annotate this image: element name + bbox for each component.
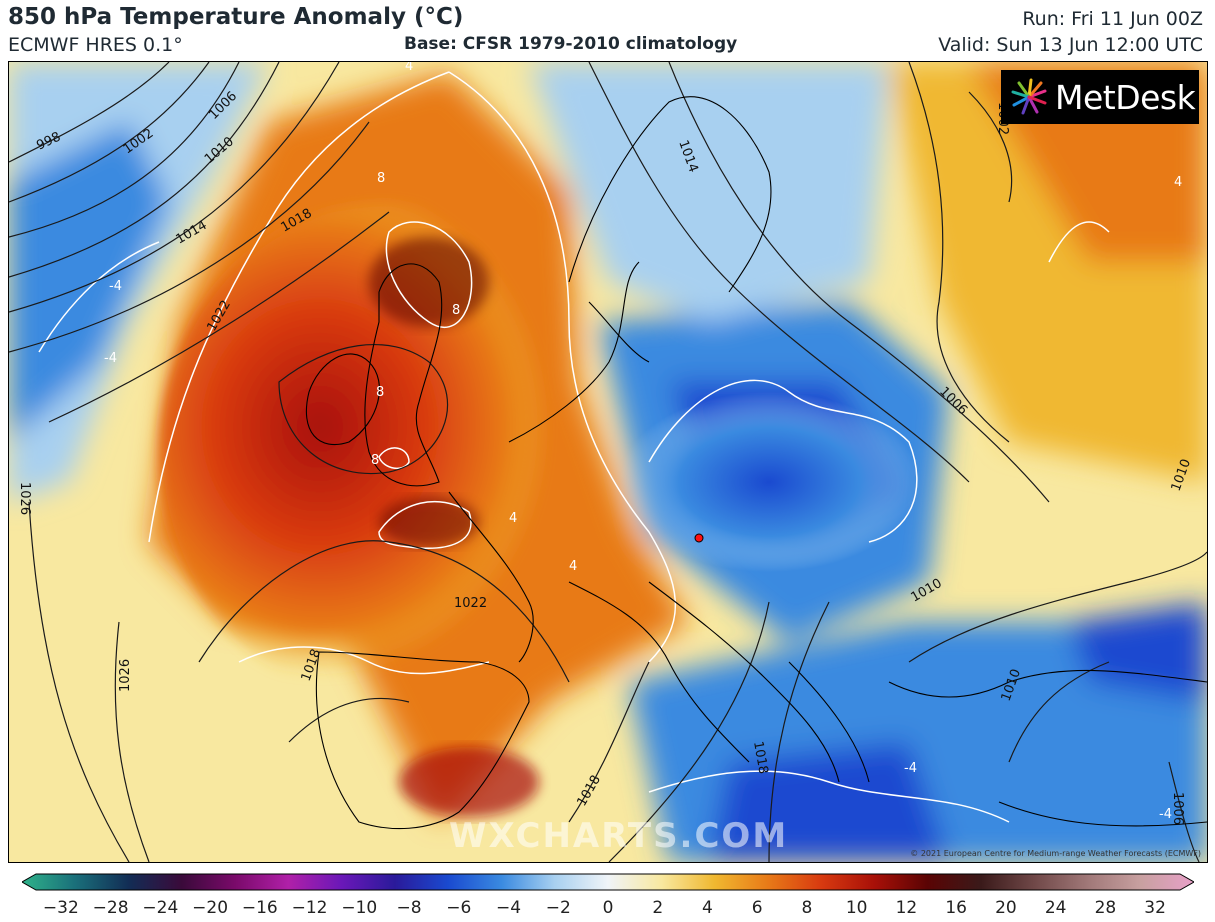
colorbar-tick-label: 20 — [995, 898, 1017, 918]
anomaly-label: -4 — [109, 279, 122, 294]
colorbar-tick-label: −6 — [446, 898, 472, 918]
colorbar-tick-label: −4 — [495, 898, 522, 918]
iberia-warm — [399, 747, 539, 817]
colorbar-tick-label: 32 — [1144, 898, 1166, 918]
isobar-label: 1026 — [118, 659, 133, 692]
colorbar-tick-label: 24 — [1044, 898, 1067, 918]
copyright-notice: © 2021 European Centre for Medium-range … — [910, 849, 1201, 858]
colorbar-tick-label: −10 — [341, 898, 378, 918]
anomaly-map: 998 1002 1006 1010 1014 1002 1006 1010 1… — [8, 61, 1208, 863]
colorbar-tick-label: 8 — [801, 898, 813, 918]
colorbar-tick-label: 10 — [845, 898, 868, 918]
isobar-label: 1018 — [750, 740, 771, 775]
valid-time-label: Valid: Sun 13 Jun 12:00 UTC — [938, 34, 1203, 56]
isobars — [9, 62, 1207, 862]
watermark: WXCHARTS.COM — [449, 816, 789, 856]
colorbar-tick-label: 4 — [702, 898, 713, 918]
colorbar-tick-label: 12 — [895, 898, 918, 918]
anomaly-label: 4 — [509, 511, 517, 526]
colorbar-tick-label: −8 — [396, 898, 422, 918]
run-time-label: Run: Fri 11 Jun 00Z — [1022, 8, 1203, 30]
colorbar-tick-label: −20 — [192, 898, 229, 918]
metdesk-burst-icon — [1011, 78, 1047, 115]
colorbar-tick-label: 28 — [1094, 898, 1117, 918]
colorbar-tick-label: −28 — [92, 898, 129, 918]
isobar-label: 1006 — [1170, 792, 1185, 825]
isobar-label: 1022 — [454, 596, 487, 611]
colorbar-tick-label: −32 — [42, 898, 79, 918]
colorbar — [22, 873, 1194, 891]
anomaly-label: -4 — [1159, 807, 1172, 822]
location-marker — [694, 533, 704, 543]
warm-anomaly-core — [159, 202, 619, 702]
anomaly-label: 4 — [1174, 175, 1182, 190]
anomaly-label: 8 — [376, 385, 384, 400]
map-canvas: 998 1002 1006 1010 1014 1002 1006 1010 1… — [9, 62, 1207, 862]
colorbar-bar — [22, 873, 1194, 891]
colorbar-tick-label: 0 — [602, 898, 614, 918]
metdesk-logo: MetDesk — [1001, 70, 1199, 124]
metdesk-logo-text: MetDesk — [1055, 77, 1196, 117]
anomaly-labels: 8 8 8 8 4 4 4 4 -4 -4 -4 -4 — [104, 62, 1182, 822]
colorbar-tick-label: −2 — [545, 898, 571, 918]
chart-title: 850 hPa Temperature Anomaly (°C) — [8, 4, 464, 30]
coastlines — [305, 96, 1207, 830]
anomaly-contours — [38, 71, 1110, 823]
colorbar-tick-label: 16 — [945, 898, 967, 918]
colorbar-tick-label: 6 — [751, 898, 763, 918]
colorbar-tick-label: −12 — [291, 898, 328, 918]
cool-anomaly-core — [619, 392, 919, 572]
anomaly-label: -4 — [104, 351, 117, 366]
anomaly-label: -4 — [904, 761, 917, 776]
base-climatology-label: Base: CFSR 1979-2010 climatology — [404, 34, 738, 54]
anomaly-label: 4 — [405, 62, 413, 74]
anomaly-label: 8 — [452, 303, 460, 318]
colorbar-tick-label: −24 — [142, 898, 179, 918]
colorbar-tick-label: −16 — [241, 898, 278, 918]
anomaly-label: 4 — [569, 559, 577, 574]
isobar-label: 1026 — [17, 482, 32, 515]
anomaly-label: 8 — [371, 453, 379, 468]
colorbar-tick-label: 2 — [652, 898, 664, 918]
warm-maximum — [369, 237, 489, 327]
model-label: ECMWF HRES 0.1° — [8, 34, 183, 56]
anomaly-label: 8 — [377, 171, 385, 186]
